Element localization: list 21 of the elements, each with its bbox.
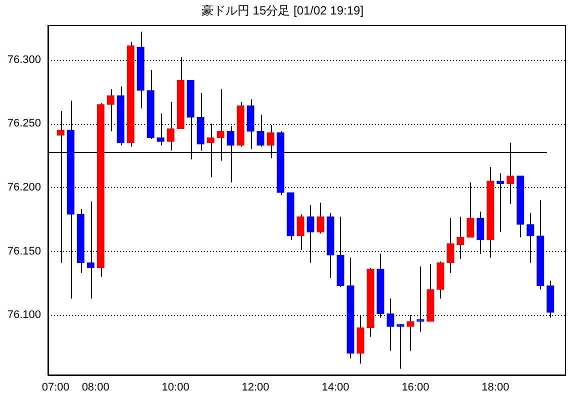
x-tick-label: 07:00 bbox=[42, 382, 70, 394]
candlestick bbox=[296, 214, 304, 250]
x-tick-label: 18:00 bbox=[482, 382, 510, 394]
candlestick bbox=[476, 211, 484, 254]
y-tick-label: 76.200 bbox=[7, 181, 41, 194]
y-tick-label: 76.100 bbox=[7, 309, 41, 322]
chart-title: 豪ドル円 15分足 [01/02 19:19] bbox=[201, 4, 364, 18]
x-tick-label: 10:00 bbox=[162, 382, 190, 394]
candlestick bbox=[396, 323, 404, 370]
x-tick-label: 16:00 bbox=[402, 382, 430, 394]
candlestick bbox=[386, 298, 394, 352]
candlestick bbox=[106, 88, 114, 132]
candlestick bbox=[256, 114, 264, 148]
candlestick bbox=[446, 218, 454, 274]
candlestick bbox=[316, 202, 324, 234]
x-tick-label: 14:00 bbox=[322, 382, 350, 394]
y-tick-label: 76.150 bbox=[7, 245, 41, 258]
y-tick-label: 76.300 bbox=[7, 54, 41, 66]
x-tick-label: 08:00 bbox=[82, 382, 110, 394]
x-tick-label: 12:00 bbox=[242, 382, 270, 394]
y-tick-label: 76.250 bbox=[7, 118, 41, 130]
